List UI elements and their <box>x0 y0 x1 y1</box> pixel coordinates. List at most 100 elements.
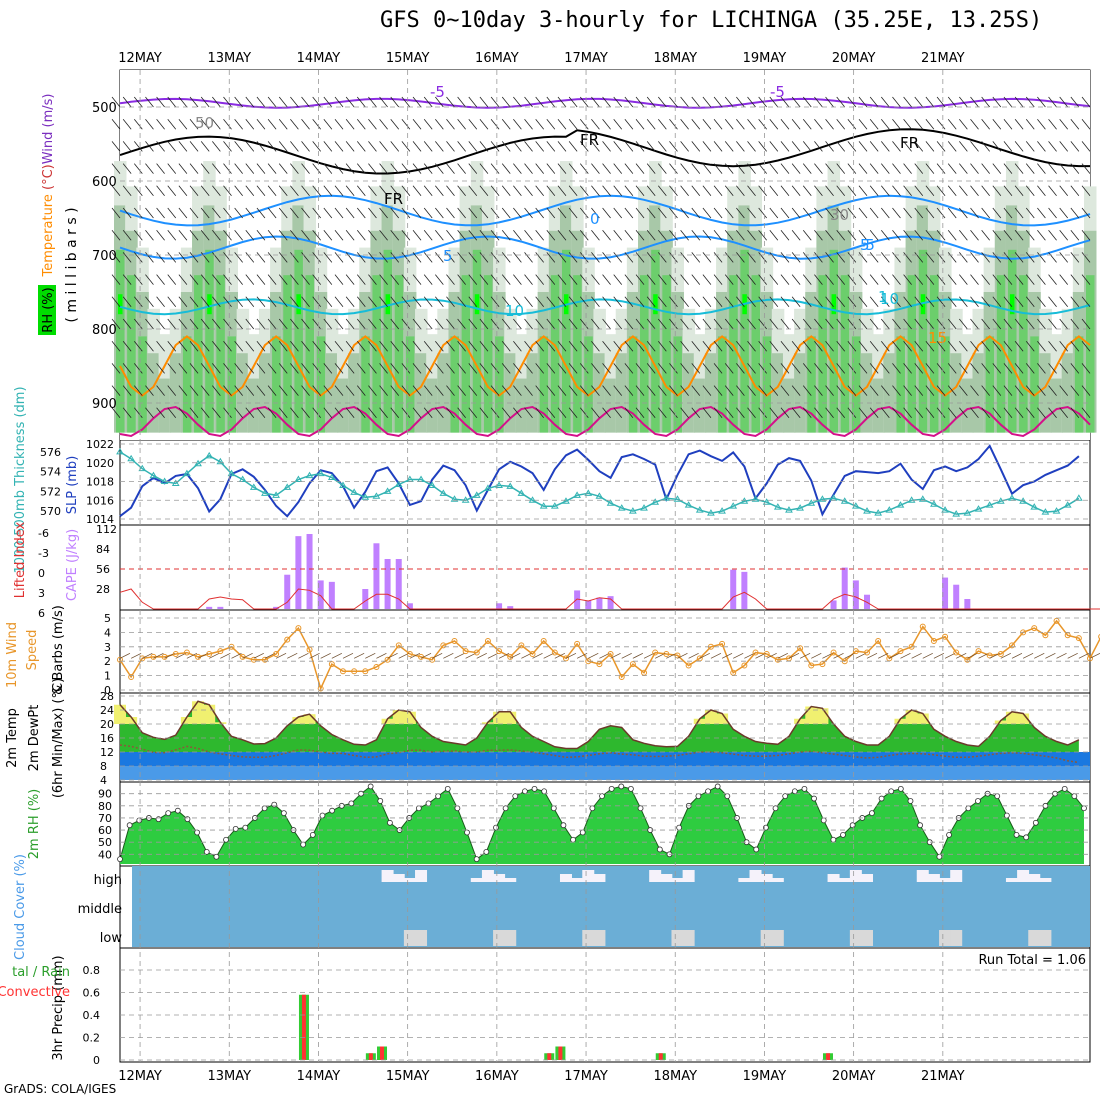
wind-barb <box>423 385 433 396</box>
date-label-bottom: 15MAY <box>386 1069 430 1084</box>
wind-barb <box>122 163 132 174</box>
cloud-low-block <box>582 930 595 946</box>
wind-barb <box>178 296 188 308</box>
wind-barb <box>301 163 310 174</box>
cloud-high-block <box>916 870 929 882</box>
wind-barb <box>379 141 388 152</box>
thickness-point <box>707 509 715 516</box>
wind-barb <box>234 163 243 174</box>
rh-point <box>917 822 924 829</box>
rh-column-moist <box>450 336 459 433</box>
thickness-point <box>517 489 526 496</box>
rh-column-moist <box>751 275 761 433</box>
wind-barb <box>602 229 611 241</box>
wind-speed-point <box>518 642 525 649</box>
thickness-point <box>160 477 169 484</box>
rh-column-moist <box>372 275 381 433</box>
wind-barb <box>970 385 979 396</box>
rh-column-moist <box>383 249 393 433</box>
wind-barb <box>744 652 755 659</box>
wind-barb <box>646 407 656 419</box>
wind-barb <box>970 252 979 263</box>
wind-speed-point <box>496 648 503 655</box>
wind-barb <box>167 207 177 219</box>
rh-column-saturated <box>474 294 480 315</box>
wind-barb <box>524 340 533 352</box>
wind-speed-point <box>250 656 257 663</box>
precip-bar-convective <box>658 1053 663 1060</box>
precip-convective-label: Convective <box>0 985 70 1000</box>
wind-barb <box>1037 318 1046 330</box>
contour-label: 10 <box>880 290 899 308</box>
rh-column-medium <box>771 353 785 433</box>
wind-barb <box>1048 229 1057 241</box>
rh-point <box>271 801 278 808</box>
wind-barb <box>936 296 946 308</box>
wind-barb <box>1059 318 1069 330</box>
wind-barb <box>301 185 310 197</box>
wind-barb <box>791 229 801 241</box>
wind-barb <box>1070 407 1080 419</box>
wind-barb <box>1000 652 1011 659</box>
wind-barb <box>847 96 857 108</box>
wind-barb <box>889 652 900 659</box>
wind-barb <box>468 96 478 108</box>
li-tick-label: -3 <box>38 547 49 560</box>
wind-barb <box>390 141 400 152</box>
wind-barb <box>1037 296 1046 308</box>
wind-barb <box>936 229 946 241</box>
wind-barb <box>312 296 322 308</box>
wind-speed-point <box>719 640 726 647</box>
wind-barb <box>970 141 979 152</box>
wind-barb <box>412 96 422 108</box>
thickness-point <box>116 447 124 455</box>
wind-barb <box>200 96 210 108</box>
wind-speed-point <box>172 651 179 657</box>
cape-bar <box>942 577 949 609</box>
rh-column-moist <box>673 336 682 433</box>
cloud-high-block <box>950 870 963 882</box>
wind-barb <box>970 185 979 197</box>
wind-barb <box>167 363 177 374</box>
wind-barb <box>267 296 277 308</box>
thickness-tick-label: 574 <box>40 466 61 479</box>
wind-barb <box>457 141 466 152</box>
wind-barb <box>290 340 299 352</box>
wind-barb <box>345 385 355 396</box>
wind-barb <box>936 407 946 419</box>
wind-barb <box>903 96 912 108</box>
wind-barb <box>769 96 779 108</box>
thickness-point <box>194 459 202 467</box>
wind-barb <box>290 385 299 396</box>
wind-barb <box>825 163 834 174</box>
wind-barb <box>122 407 132 419</box>
date-label-bottom: 20MAY <box>832 1069 876 1084</box>
wind-barb <box>301 318 310 330</box>
wind-barb <box>256 185 266 197</box>
wind-barb <box>847 252 857 263</box>
wind-barb <box>669 340 678 352</box>
wind-barb <box>947 274 957 285</box>
wind-speed-point <box>473 649 480 656</box>
wind-barb <box>379 385 388 396</box>
wind-barb <box>412 385 422 396</box>
wind-barb <box>133 363 143 374</box>
wind-barb <box>513 340 522 352</box>
thickness-point <box>963 509 972 516</box>
wind-barb <box>368 229 377 241</box>
wind-speed-point <box>339 668 346 675</box>
wind-barb <box>446 296 455 308</box>
wind-barb <box>1048 252 1057 263</box>
wind-barb <box>914 96 924 108</box>
wind-barb <box>446 385 455 396</box>
wind-barb <box>903 296 912 308</box>
wind-barb <box>802 141 812 152</box>
thickness-point <box>673 495 682 502</box>
wind-barb <box>446 141 455 152</box>
wind-barb <box>747 118 756 130</box>
wind-barb <box>368 96 377 108</box>
wind-barb <box>791 96 801 108</box>
thickness-point <box>249 483 258 490</box>
wind-barb <box>290 96 299 108</box>
precip-bar-convective <box>368 1053 373 1060</box>
